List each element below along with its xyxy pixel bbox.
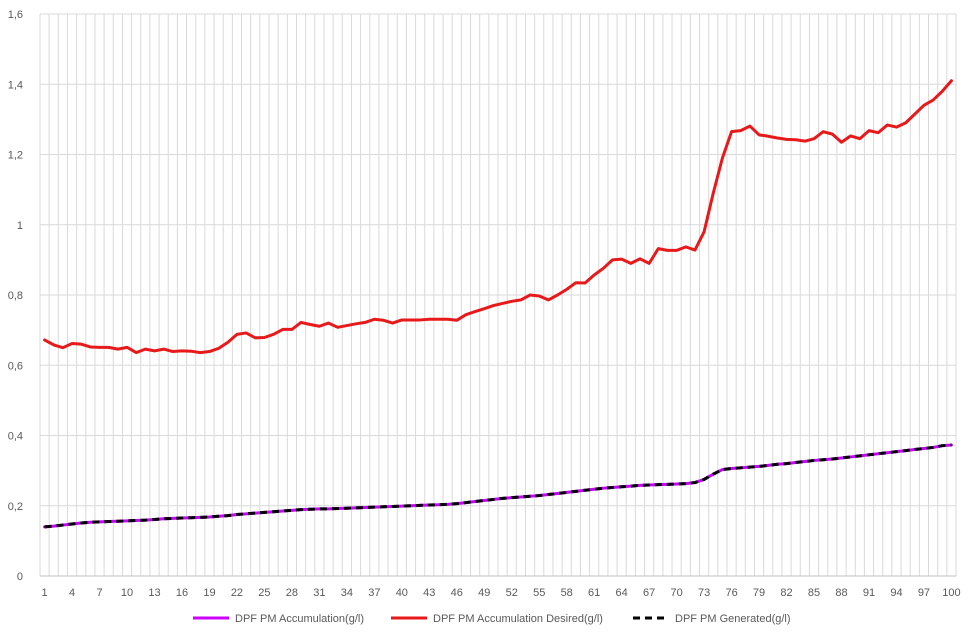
x-tick-label: 58 [561,587,573,599]
x-tick-label: 46 [451,587,463,599]
x-tick-label: 10 [121,587,133,599]
axis-layer: 0 0,2 0,4 0,6 0,8 1 1,2 1,4 1,6 1 4 7 10 13 16 19 22 25 28… [8,9,961,599]
y-tick-label: 1,4 [8,79,23,91]
x-tick-label: 37 [368,587,380,599]
x-tick-label: 25 [258,587,270,599]
y-tick-label: 0 [17,571,23,583]
x-tick-label: 28 [286,587,298,599]
x-tick-label: 16 [176,587,188,599]
x-tick-label: 67 [643,587,655,599]
x-tick-label: 88 [835,587,847,599]
x-tick-label: 79 [753,587,765,599]
legend-label: DPF PM Accumulation(g/l) [235,613,364,625]
x-tick-label: 100 [942,587,960,599]
x-tick-label: 40 [396,587,408,599]
x-tick-label: 31 [313,587,325,599]
x-tick-label: 55 [533,587,545,599]
series-layer [43,79,953,529]
y-tick-label: 0,8 [8,290,23,302]
x-tick-label: 85 [808,587,820,599]
x-tick-label: 49 [478,587,490,599]
y-tick-label: 1,6 [8,9,23,21]
x-tick-label: 73 [698,587,710,599]
series-line-1 [43,79,953,355]
x-tick-label: 52 [506,587,518,599]
x-tick-label: 94 [890,587,902,599]
legend: DPF PM Accumulation(g/l) DPF PM Accumulat… [193,613,791,625]
y-tick-label: 0,6 [8,360,23,372]
y-tick-label: 0,4 [8,431,23,443]
legend-label: DPF PM Accumulation Desired(g/l) [433,613,603,625]
y-tick-label: 1,2 [8,150,23,162]
x-tick-label: 1 [42,587,48,599]
y-tick-label: 0,2 [8,501,23,513]
legend-label: DPF PM Generated(g/l) [675,613,791,625]
x-tick-label: 19 [203,587,215,599]
x-tick-label: 70 [670,587,682,599]
x-tick-label: 97 [918,587,930,599]
series-line-2 [44,443,952,529]
x-tick-label: 4 [69,587,75,599]
x-tick-label: 22 [231,587,243,599]
x-tick-label: 82 [780,587,792,599]
y-tick-label: 1 [17,220,23,232]
x-tick-label: 64 [616,587,628,599]
x-tick-label: 7 [96,587,102,599]
x-tick-label: 91 [863,587,875,599]
x-tick-label: 34 [341,587,353,599]
x-tick-label: 76 [725,587,737,599]
x-tick-label: 43 [423,587,435,599]
grid-layer [39,13,957,577]
x-tick-label: 61 [588,587,600,599]
x-tick-label: 13 [148,587,160,599]
